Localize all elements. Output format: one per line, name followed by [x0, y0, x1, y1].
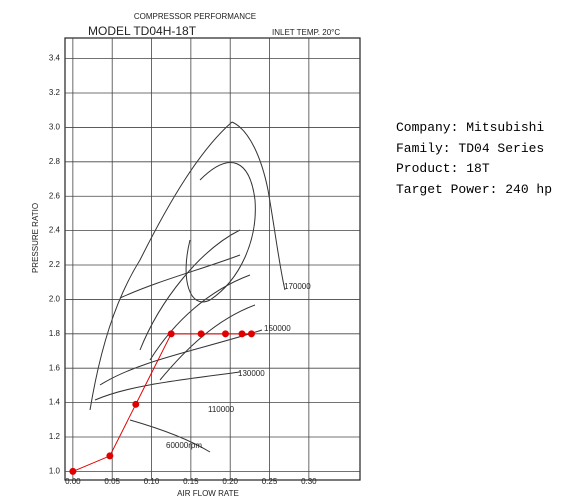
y-axis-label: PRESSURE RATIO — [31, 203, 40, 273]
speed-label: 170000 — [284, 282, 311, 291]
y-tick-label: 1.2 — [49, 432, 61, 441]
x-tick-label: 0.30 — [301, 477, 317, 486]
y-tick-label: 1.4 — [49, 398, 61, 407]
x-tick-label: 0.05 — [104, 477, 120, 486]
y-tick-label: 1.6 — [49, 363, 61, 372]
data-point — [197, 330, 205, 338]
compressor-map — [89, 121, 286, 453]
data-point — [167, 330, 175, 338]
info-line: Family: TD04 Series — [396, 140, 545, 156]
y-tick-label: 3.0 — [49, 123, 61, 132]
speed-label: 60000rpm — [166, 441, 202, 450]
y-tick-label: 2.2 — [49, 260, 61, 269]
data-point — [221, 330, 229, 338]
x-tick-label: 0.00 — [65, 477, 81, 486]
data-point — [132, 400, 140, 408]
info-panel: Company: Mitsubishi Family: TD04 Series Pr… — [396, 118, 552, 200]
x-tick-label: 0.10 — [144, 477, 160, 486]
info-line: Company: Mitsubishi — [396, 120, 545, 135]
y-tick-label: 2.0 — [49, 295, 61, 304]
info-line: Product: 18T — [396, 161, 490, 176]
y-tick-label: 3.2 — [49, 88, 61, 97]
chart-note: INLET TEMP. 20°C — [272, 28, 340, 37]
data-point — [69, 467, 77, 475]
plot-frame — [64, 37, 361, 481]
chart-subtitle: MODEL TD04H-18T — [88, 24, 197, 38]
x-tick-label: 0.15 — [183, 477, 199, 486]
data-point — [238, 330, 246, 338]
x-tick-label: 0.25 — [262, 477, 278, 486]
speed-label: 130000 — [238, 369, 265, 378]
speed-label: 150000 — [264, 324, 291, 333]
y-tick-label: 2.4 — [49, 226, 61, 235]
y-tick-label: 1.0 — [49, 467, 61, 476]
chart-title: COMPRESSOR PERFORMANCE — [134, 12, 256, 21]
y-tick-label: 2.8 — [49, 157, 61, 166]
y-tick-label: 3.4 — [49, 54, 61, 63]
data-point — [106, 452, 114, 460]
chart: COMPRESSOR PERFORMANCE MODEL TD04H-18T I… — [31, 12, 361, 498]
x-axis-label: AIR FLOW RATE — [177, 489, 239, 498]
y-tick-label: 1.8 — [49, 329, 61, 338]
speed-label: 110000 — [208, 405, 235, 414]
info-line: Target Power: 240 hp — [396, 181, 553, 197]
x-tick-label: 0.20 — [222, 477, 238, 486]
y-tick-label: 2.6 — [49, 191, 61, 200]
data-point — [247, 330, 255, 338]
